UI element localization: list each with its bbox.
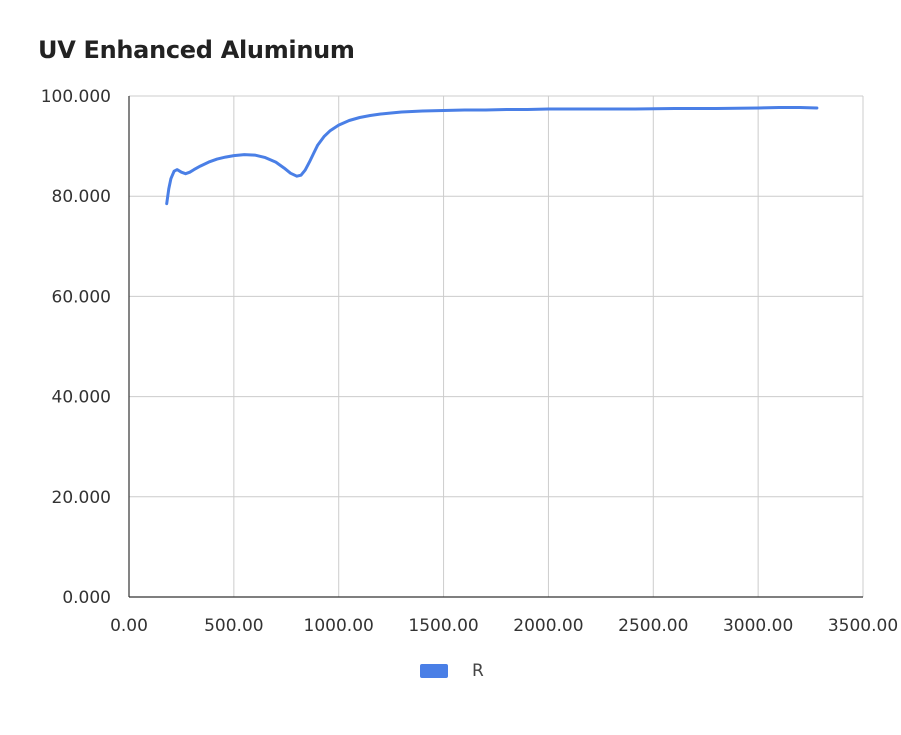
y-tick-label: 100.000 — [41, 87, 111, 107]
x-tick-label: 2000.00 — [513, 616, 583, 636]
axes — [128, 96, 863, 598]
x-tick-label: 0.00 — [110, 616, 148, 636]
x-tick-label: 2500.00 — [618, 616, 688, 636]
x-tick-label: 500.00 — [204, 616, 263, 636]
chart-title: UV Enhanced Aluminum — [38, 36, 355, 64]
legend: R — [420, 660, 484, 682]
x-tick-label: 3500.00 — [828, 616, 898, 636]
y-tick-label: 60.000 — [52, 287, 111, 307]
x-tick-label: 1000.00 — [304, 616, 374, 636]
series-line-r — [165, 106, 819, 206]
y-tick-label: 20.000 — [52, 488, 111, 508]
x-tick-label: 3000.00 — [723, 616, 793, 636]
legend-swatch-r — [420, 664, 448, 678]
x-tick-label: 1500.00 — [408, 616, 478, 636]
legend-label-r: R — [472, 661, 484, 681]
y-tick-label: 40.000 — [52, 388, 111, 408]
tick-labels: 0.00 500.00 1000.00 1500.00 2000.00 2500.00 30… — [41, 87, 898, 636]
series-lines — [165, 106, 819, 206]
grid-lines — [129, 95, 864, 597]
y-tick-label: 0.000 — [62, 588, 111, 608]
y-tick-label: 80.000 — [52, 187, 111, 207]
